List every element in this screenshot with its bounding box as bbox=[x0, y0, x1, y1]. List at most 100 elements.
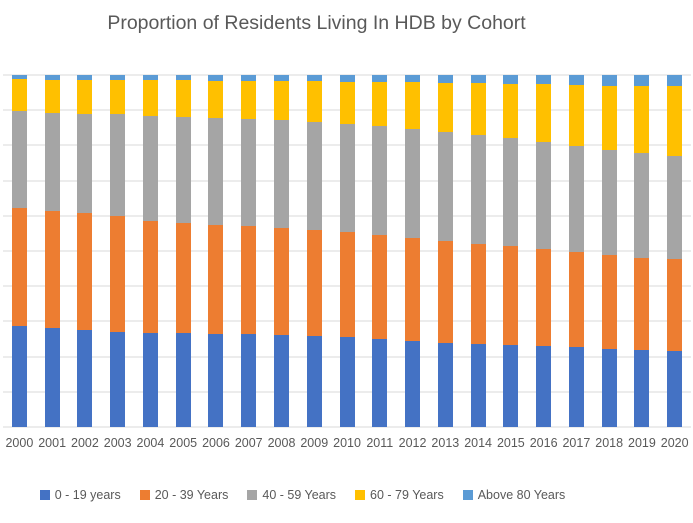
segment-2006-series-1[interactable] bbox=[208, 224, 224, 334]
segment-2001-series-0[interactable] bbox=[44, 328, 60, 427]
segment-2011-series-2[interactable] bbox=[372, 126, 388, 236]
segment-2006-series-4[interactable] bbox=[208, 75, 224, 81]
segment-2000-series-4[interactable] bbox=[11, 75, 27, 80]
segment-2020-series-0[interactable] bbox=[667, 351, 683, 427]
segment-2007-series-0[interactable] bbox=[241, 334, 257, 427]
segment-2010-series-3[interactable] bbox=[339, 81, 355, 124]
segment-2001-series-3[interactable] bbox=[44, 79, 60, 113]
bar-2003[interactable] bbox=[110, 75, 126, 427]
segment-2019-series-0[interactable] bbox=[634, 349, 650, 427]
segment-2002-series-2[interactable] bbox=[77, 113, 93, 214]
segment-2003-series-2[interactable] bbox=[110, 113, 126, 216]
segment-2014-series-3[interactable] bbox=[470, 83, 486, 135]
segment-2002-series-0[interactable] bbox=[77, 330, 93, 427]
segment-2004-series-1[interactable] bbox=[142, 221, 158, 333]
bar-2001[interactable] bbox=[44, 75, 60, 427]
segment-2015-series-0[interactable] bbox=[503, 345, 519, 427]
segment-2018-series-1[interactable] bbox=[601, 255, 617, 349]
segment-2018-series-4[interactable] bbox=[601, 75, 617, 86]
legend-item-0[interactable]: 0 - 19 years bbox=[39, 488, 121, 502]
segment-2016-series-1[interactable] bbox=[536, 249, 552, 347]
segment-2007-series-3[interactable] bbox=[241, 81, 257, 120]
segment-2006-series-3[interactable] bbox=[208, 80, 224, 118]
segment-2012-series-3[interactable] bbox=[405, 82, 421, 129]
segment-2015-series-1[interactable] bbox=[503, 246, 519, 346]
segment-2009-series-0[interactable] bbox=[306, 336, 322, 427]
segment-2010-series-2[interactable] bbox=[339, 123, 355, 233]
segment-2005-series-3[interactable] bbox=[175, 80, 191, 117]
segment-2009-series-1[interactable] bbox=[306, 230, 322, 337]
segment-2014-series-2[interactable] bbox=[470, 134, 486, 244]
bar-2020[interactable] bbox=[667, 75, 683, 427]
segment-2004-series-0[interactable] bbox=[142, 332, 158, 427]
bar-2011[interactable] bbox=[372, 75, 388, 427]
segment-2019-series-1[interactable] bbox=[634, 257, 650, 350]
segment-2008-series-2[interactable] bbox=[274, 120, 289, 229]
segment-2020-series-4[interactable] bbox=[667, 75, 683, 86]
segment-2000-series-1[interactable] bbox=[11, 208, 27, 326]
segment-2013-series-0[interactable] bbox=[437, 343, 453, 427]
legend-item-2[interactable]: 40 - 59 Years bbox=[247, 488, 336, 502]
segment-2004-series-4[interactable] bbox=[142, 75, 158, 81]
bar-2004[interactable] bbox=[142, 75, 158, 427]
segment-2008-series-0[interactable] bbox=[274, 335, 289, 427]
segment-2009-series-2[interactable] bbox=[306, 121, 322, 231]
segment-2018-series-0[interactable] bbox=[601, 348, 617, 427]
segment-2016-series-0[interactable] bbox=[536, 346, 552, 427]
segment-2004-series-2[interactable] bbox=[142, 115, 158, 222]
segment-2001-series-4[interactable] bbox=[44, 75, 60, 80]
segment-2001-series-2[interactable] bbox=[44, 112, 60, 211]
segment-2000-series-3[interactable] bbox=[11, 79, 27, 111]
segment-2002-series-1[interactable] bbox=[77, 213, 93, 331]
segment-2005-series-4[interactable] bbox=[175, 75, 191, 81]
segment-2004-series-3[interactable] bbox=[142, 80, 158, 116]
segment-2008-series-3[interactable] bbox=[274, 81, 289, 121]
segment-2012-series-2[interactable] bbox=[405, 128, 421, 239]
bar-2000[interactable] bbox=[11, 75, 27, 427]
bar-2018[interactable] bbox=[601, 75, 617, 427]
bar-2019[interactable] bbox=[634, 75, 650, 427]
bar-2010[interactable] bbox=[339, 75, 355, 427]
segment-2019-series-3[interactable] bbox=[634, 85, 650, 154]
segment-2012-series-0[interactable] bbox=[405, 341, 421, 427]
segment-2013-series-1[interactable] bbox=[437, 241, 453, 344]
segment-2008-series-4[interactable] bbox=[274, 75, 289, 82]
legend-item-4[interactable]: Above 80 Years bbox=[462, 488, 565, 502]
segment-2011-series-0[interactable] bbox=[372, 339, 388, 427]
segment-2007-series-2[interactable] bbox=[241, 119, 257, 227]
segment-2000-series-2[interactable] bbox=[11, 110, 27, 209]
segment-2006-series-0[interactable] bbox=[208, 333, 224, 427]
segment-2018-series-3[interactable] bbox=[601, 85, 617, 150]
segment-2007-series-4[interactable] bbox=[241, 75, 257, 81]
segment-2017-series-4[interactable] bbox=[568, 75, 584, 85]
segment-2013-series-3[interactable] bbox=[437, 82, 453, 132]
segment-2011-series-4[interactable] bbox=[372, 75, 388, 83]
segment-2014-series-4[interactable] bbox=[470, 75, 486, 84]
segment-2014-series-1[interactable] bbox=[470, 243, 486, 345]
segment-2016-series-2[interactable] bbox=[536, 142, 552, 250]
segment-2017-series-1[interactable] bbox=[568, 252, 584, 347]
segment-2003-series-0[interactable] bbox=[110, 332, 126, 427]
bar-2012[interactable] bbox=[405, 75, 421, 427]
segment-2012-series-4[interactable] bbox=[405, 75, 421, 83]
segment-2006-series-2[interactable] bbox=[208, 117, 224, 225]
bar-2006[interactable] bbox=[208, 75, 224, 427]
segment-2012-series-1[interactable] bbox=[405, 238, 421, 342]
segment-2016-series-4[interactable] bbox=[536, 75, 552, 85]
bar-2015[interactable] bbox=[503, 75, 519, 427]
segment-2003-series-3[interactable] bbox=[110, 79, 126, 114]
segment-2016-series-3[interactable] bbox=[536, 84, 552, 143]
bar-2009[interactable] bbox=[306, 75, 322, 427]
bar-2013[interactable] bbox=[437, 75, 453, 427]
segment-2015-series-2[interactable] bbox=[503, 138, 519, 247]
segment-2011-series-3[interactable] bbox=[372, 82, 388, 127]
segment-2015-series-4[interactable] bbox=[503, 75, 519, 84]
segment-2003-series-4[interactable] bbox=[110, 75, 126, 80]
segment-2009-series-3[interactable] bbox=[306, 81, 322, 122]
segment-2005-series-0[interactable] bbox=[175, 333, 191, 427]
segment-2017-series-2[interactable] bbox=[568, 145, 584, 253]
segment-2002-series-3[interactable] bbox=[77, 79, 93, 114]
segment-2017-series-3[interactable] bbox=[568, 84, 584, 146]
bar-2008[interactable] bbox=[274, 75, 289, 427]
segment-2013-series-4[interactable] bbox=[437, 75, 453, 83]
